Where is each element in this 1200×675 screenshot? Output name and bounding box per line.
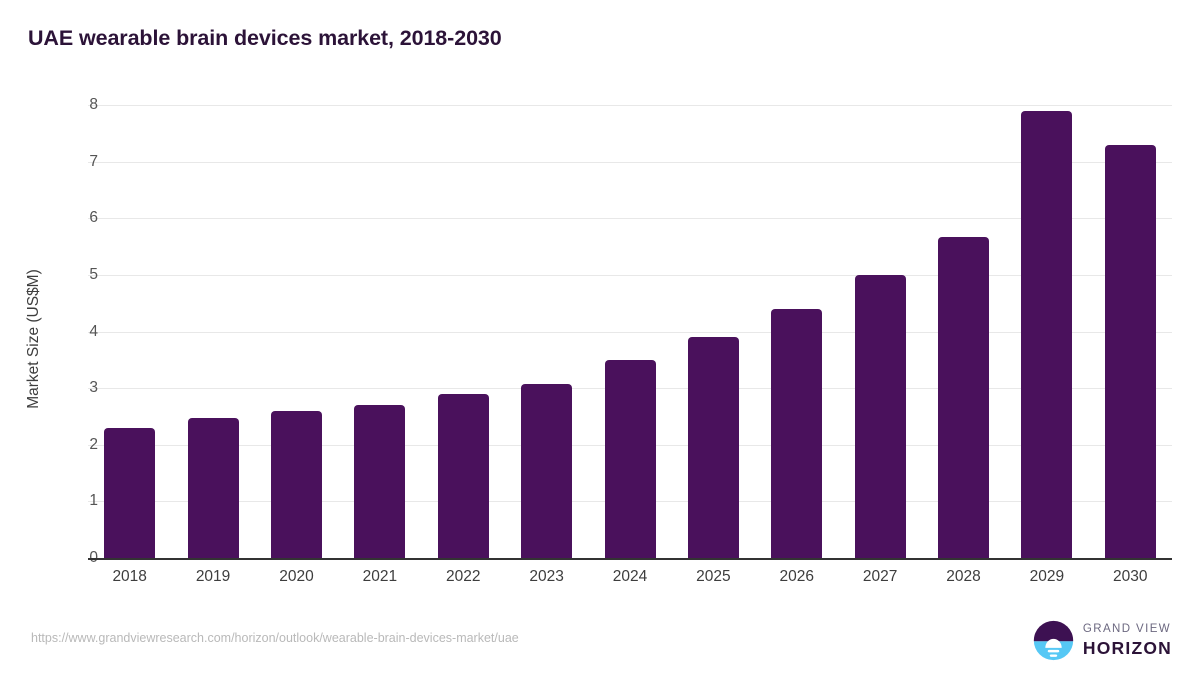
x-axis-tick-label: 2030 [1113, 568, 1148, 585]
bar-2029[interactable] [1021, 110, 1073, 558]
logo-wordmark: GRAND VIEW HORIZON [1082, 623, 1172, 658]
gridline [88, 105, 1172, 106]
bar-2021[interactable] [354, 405, 406, 558]
y-axis-tick-label: 4 [89, 322, 98, 340]
y-axis-tick-label: 6 [89, 209, 98, 227]
grand-view-horizon-logo-icon [1033, 620, 1074, 661]
bar-2020[interactable] [270, 411, 322, 558]
bar-2023[interactable] [521, 383, 573, 558]
gridline [88, 274, 1172, 276]
bar-2028[interactable] [938, 236, 990, 558]
y-axis-tick-label: 3 [89, 379, 98, 397]
x-axis-tick-label: 2029 [1029, 568, 1065, 585]
y-axis-tick-label: 5 [89, 265, 98, 283]
x-axis-tick-label: 2020 [279, 568, 314, 585]
x-axis-tick-label: 2021 [362, 568, 398, 585]
gridline [88, 218, 1172, 220]
x-axis-tick-label: 2027 [862, 568, 898, 585]
x-axis-tick-label: 2018 [112, 568, 147, 585]
bar-2027[interactable] [854, 275, 906, 558]
y-axis-tick-label: 7 [89, 152, 98, 170]
gridline [88, 331, 1172, 333]
y-axis-title: Market Size (US$M) [25, 269, 42, 409]
y-axis-tick-label: 0 [58, 549, 98, 567]
x-axis-tick-label: 2024 [612, 568, 648, 585]
bar-2019[interactable] [187, 417, 239, 558]
bar-2022[interactable] [437, 394, 489, 558]
brand-logo: GRAND VIEW HORIZON [1033, 620, 1172, 661]
page-title: UAE wearable brain devices market, 2018-… [28, 26, 502, 50]
x-axis-tick-label: 2028 [946, 568, 981, 585]
x-axis-tick-label: 2026 [779, 568, 814, 585]
bar-2024[interactable] [604, 360, 656, 558]
bar-2018[interactable] [104, 428, 156, 558]
x-axis-tick-label: 2025 [696, 568, 731, 585]
bars-group [88, 105, 1172, 558]
x-axis-tick-label: 2022 [445, 568, 481, 585]
gridline [88, 161, 1172, 163]
source-url[interactable]: https://www.grandviewresearch.com/horizo… [31, 631, 519, 645]
bar-2026[interactable] [771, 309, 823, 558]
x-axis-tick-label: 2023 [529, 568, 564, 585]
logo-line-2: HORIZON [1082, 637, 1172, 658]
bar-2025[interactable] [687, 337, 739, 558]
y-axis-tick-label: 2 [89, 435, 98, 453]
bar-2030[interactable] [1104, 145, 1156, 558]
y-axis-tick-label: 1 [89, 492, 98, 510]
x-axis-line [88, 558, 1172, 560]
x-axis-tick-label: 2019 [195, 568, 231, 585]
logo-line-1: GRAND VIEW [1082, 623, 1172, 635]
y-axis-tick-label: 8 [89, 96, 98, 113]
